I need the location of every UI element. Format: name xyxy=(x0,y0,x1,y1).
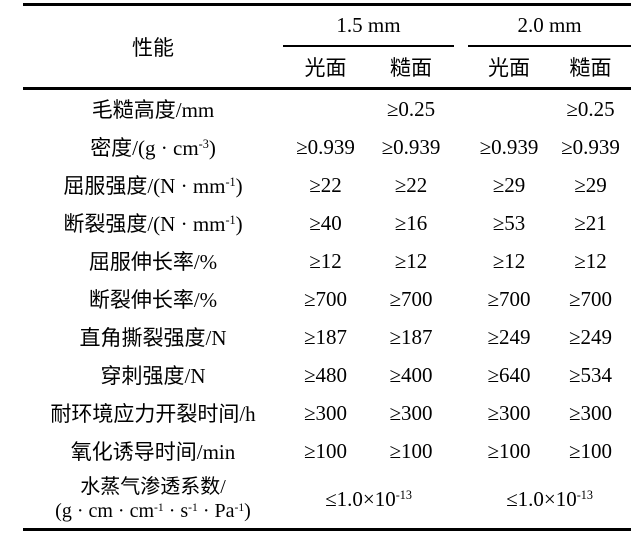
spacer-cell xyxy=(454,470,468,530)
spacer-cell xyxy=(454,128,468,166)
row-label-line1: 水蒸气渗透系数/ xyxy=(80,476,226,498)
value-cell-merged-2-0mm: ≤1.0×10-13 xyxy=(506,486,593,511)
value-cell: ≥300 xyxy=(303,400,348,425)
subheader-rough-2-0: 糙面 xyxy=(550,46,632,90)
table-row-yield-strength: 屈服强度/(N · mm-1) ≥22 ≥22 ≥29 ≥29 xyxy=(23,166,631,204)
value-cell: ≥300 xyxy=(487,400,531,425)
value-cell: ≥12 xyxy=(394,248,428,273)
value-cell: ≥640 xyxy=(487,362,531,387)
value-cell: ≥534 xyxy=(569,362,613,387)
value-cell xyxy=(468,89,550,129)
value-cell: ≥16 xyxy=(394,210,428,235)
spacer-cell xyxy=(454,318,468,356)
table-row-oxidation-induction-time: 氧化诱导时间/min ≥100 ≥100 ≥100 ≥100 xyxy=(23,432,631,470)
header-group-spacer xyxy=(454,5,468,47)
subheader-spacer xyxy=(454,46,469,90)
spacer-cell xyxy=(454,89,468,129)
value-cell: ≥100 xyxy=(303,438,348,463)
value-cell: ≥0.939 xyxy=(296,134,355,159)
value-cell: ≥0.25 xyxy=(566,96,615,121)
table-row-yield-elongation: 屈服伸长率/% ≥12 ≥12 ≥12 ≥12 xyxy=(23,242,631,280)
spacer-cell xyxy=(454,204,468,242)
value-cell: ≥700 xyxy=(389,286,433,311)
row-label: 屈服强度/(N · mm-1) xyxy=(63,174,243,198)
value-cell: ≥700 xyxy=(487,286,531,311)
value-cell: ≥187 xyxy=(389,324,433,349)
page: 性能 1.5 mm 2.0 mm 光面 糙面 光面 糙面 毛糙高度/mm ≥0.… xyxy=(0,3,639,540)
performance-table: 性能 1.5 mm 2.0 mm 光面 糙面 光面 糙面 毛糙高度/mm ≥0.… xyxy=(23,3,632,531)
value-cell-merged-1-5mm: ≤1.0×10-13 xyxy=(325,486,412,511)
row-label: 断裂强度/(N · mm-1) xyxy=(63,212,243,236)
subheader-rough-1-5: 糙面 xyxy=(368,46,455,90)
value-cell: ≥29 xyxy=(492,172,526,197)
row-label: 水蒸气渗透系数/ (g · cm · cm-1 · s-1 · Pa-1) xyxy=(23,470,283,530)
spacer-cell xyxy=(454,166,468,204)
value-cell: ≥12 xyxy=(574,248,607,273)
table-row-roughness-height: 毛糙高度/mm ≥0.25 ≥0.25 xyxy=(23,89,631,129)
value-cell: ≥0.25 xyxy=(386,96,436,121)
row-label: 氧化诱导时间/min xyxy=(70,440,236,464)
spacer-cell xyxy=(454,242,468,280)
header-property: 性能 xyxy=(23,4,283,90)
value-cell: ≥40 xyxy=(309,210,342,235)
table-row-density: 密度/(g · cm-3) ≥0.939 ≥0.939 ≥0.939 ≥0.93… xyxy=(23,128,631,166)
header-group-2-0mm: 2.0 mm xyxy=(468,4,632,47)
table-row-puncture-strength: 穿刺强度/N ≥480 ≥400 ≥640 ≥534 xyxy=(23,356,631,394)
header-row-subcols: 光面 糙面 光面 糙面 xyxy=(23,46,632,90)
header-row-groups: 性能 1.5 mm 2.0 mm xyxy=(23,4,632,90)
value-cell: ≥249 xyxy=(569,324,613,349)
row-label-line2: (g · cm · cm-1 · s-1 · Pa-1) xyxy=(55,500,251,522)
value-cell: ≥22 xyxy=(309,172,342,197)
row-label: 耐环境应力开裂时间/h xyxy=(50,402,256,426)
value-cell: ≥100 xyxy=(389,438,433,463)
value-cell: ≥22 xyxy=(394,172,428,197)
value-cell: ≥0.939 xyxy=(561,134,620,159)
value-cell: ≥21 xyxy=(574,210,607,235)
value-cell: ≥0.939 xyxy=(381,134,441,159)
value-cell: ≥12 xyxy=(309,248,342,273)
subheader-smooth-1-5: 光面 xyxy=(283,46,368,90)
subheader-smooth-2-0: 光面 xyxy=(468,46,551,90)
row-label: 屈服伸长率/% xyxy=(88,250,218,274)
value-cell: ≥29 xyxy=(574,172,607,197)
value-cell: ≥700 xyxy=(303,286,348,311)
table-row-break-strength: 断裂强度/(N · mm-1) ≥40 ≥16 ≥53 ≥21 xyxy=(23,204,631,242)
value-cell: ≥249 xyxy=(487,324,531,349)
value-cell: ≥300 xyxy=(569,400,613,425)
value-cell: ≥100 xyxy=(569,438,613,463)
row-label: 密度/(g · cm-3) xyxy=(90,136,216,160)
spacer-cell xyxy=(454,432,468,470)
value-cell: ≥300 xyxy=(389,400,433,425)
value-cell: ≥0.939 xyxy=(479,134,539,159)
header-group-1-5mm: 1.5 mm xyxy=(283,4,455,47)
row-label: 直角撕裂强度/N xyxy=(79,326,227,350)
value-cell: ≥187 xyxy=(303,324,348,349)
table-row-break-elongation: 断裂伸长率/% ≥700 ≥700 ≥700 ≥700 xyxy=(23,280,631,318)
value-cell: ≥400 xyxy=(389,362,433,387)
spacer-cell xyxy=(454,394,468,432)
value-cell xyxy=(283,89,368,129)
row-label: 毛糙高度/mm xyxy=(91,98,215,122)
row-label: 穿刺强度/N xyxy=(100,364,206,388)
value-cell: ≥53 xyxy=(492,210,526,235)
value-cell: ≥100 xyxy=(487,438,531,463)
value-cell: ≥12 xyxy=(492,248,526,273)
row-label: 断裂伸长率/% xyxy=(88,288,218,312)
spacer-cell xyxy=(454,280,468,318)
value-cell: ≥700 xyxy=(569,286,613,311)
table-row-water-vapor-permeability: 水蒸气渗透系数/ (g · cm · cm-1 · s-1 · Pa-1) ≤1… xyxy=(23,470,631,530)
spacer-cell xyxy=(454,356,468,394)
table-row-tear-strength: 直角撕裂强度/N ≥187 ≥187 ≥249 ≥249 xyxy=(23,318,631,356)
value-cell: ≥480 xyxy=(303,362,348,387)
table-row-stress-crack-time: 耐环境应力开裂时间/h ≥300 ≥300 ≥300 ≥300 xyxy=(23,394,631,432)
